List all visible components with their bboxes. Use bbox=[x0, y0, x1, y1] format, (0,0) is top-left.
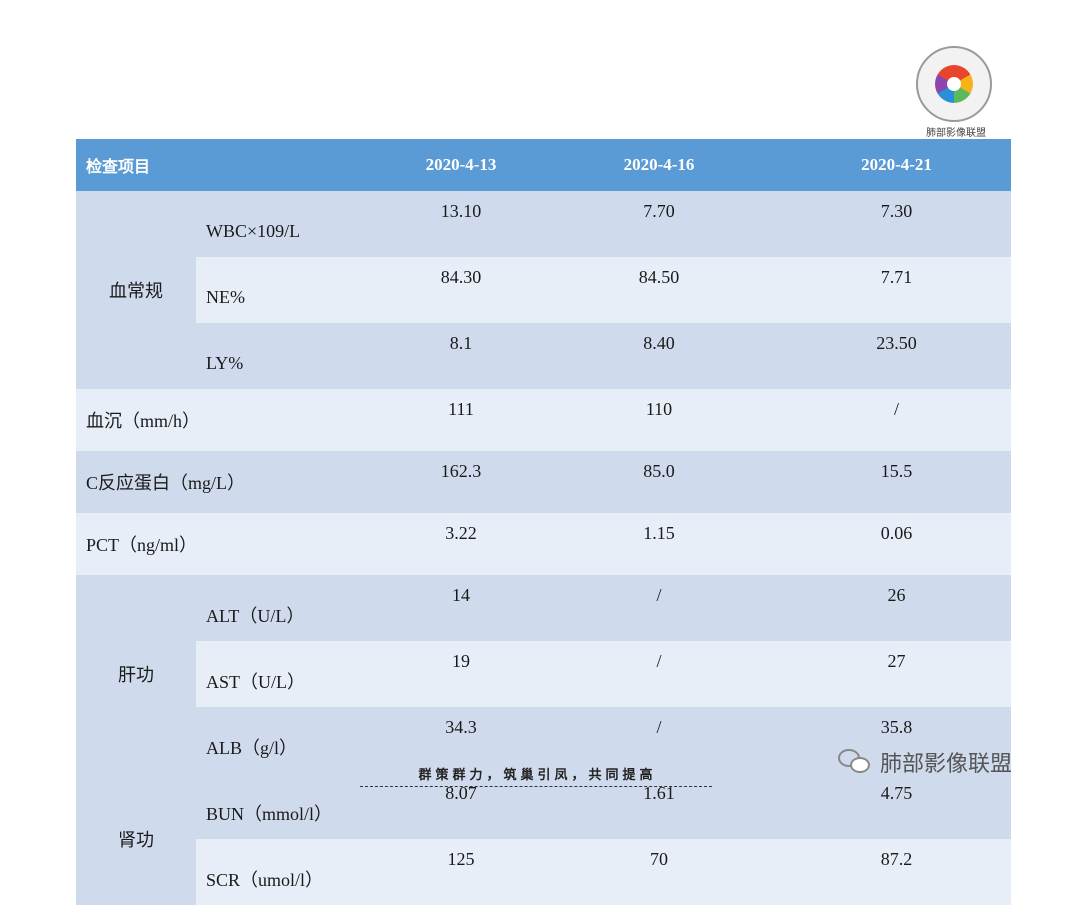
row-label: ALB（g/l） bbox=[196, 707, 387, 773]
cell: 14 bbox=[386, 575, 537, 641]
cell: 26 bbox=[782, 575, 1012, 641]
table-row: AST（U/L） 19 / 27 bbox=[76, 641, 1012, 707]
wechat-icon bbox=[838, 749, 872, 775]
row-label: PCT（ng/ml） bbox=[76, 513, 387, 575]
row-label: LY% bbox=[196, 323, 387, 389]
wechat-account-name: 肺部影像联盟 bbox=[880, 752, 1013, 777]
cell: 85.0 bbox=[536, 451, 783, 513]
row-label: ALT（U/L） bbox=[196, 575, 387, 641]
header-date-2: 2020-4-16 bbox=[536, 139, 783, 191]
cell: 70 bbox=[536, 839, 783, 905]
cell: 111 bbox=[386, 389, 537, 451]
cell: 4.75 bbox=[782, 773, 1012, 839]
header-item: 检查项目 bbox=[76, 139, 387, 191]
group-blood-routine: 血常规 bbox=[76, 191, 196, 389]
cell: 3.22 bbox=[386, 513, 537, 575]
footer-slogan: 群策群力，筑巢引凤，共同提高 bbox=[418, 768, 657, 783]
table-row: SCR（umol/l） 125 70 87.2 bbox=[76, 839, 1012, 905]
cell: 19 bbox=[386, 641, 537, 707]
table-row: 肝功 ALT（U/L） 14 / 26 bbox=[76, 575, 1012, 773]
group-kidney-function: 肾功 bbox=[76, 773, 196, 905]
row-label: C反应蛋白（mg/L） bbox=[76, 451, 387, 513]
row-label: WBC×109/L bbox=[196, 191, 387, 257]
cell: 1.15 bbox=[536, 513, 783, 575]
cell: 84.30 bbox=[386, 257, 537, 323]
cell: 13.10 bbox=[386, 191, 537, 257]
table-row: C反应蛋白（mg/L） 162.3 85.0 15.5 bbox=[76, 451, 1012, 513]
cell: / bbox=[536, 641, 783, 707]
table-row: PCT（ng/ml） 3.22 1.15 0.06 bbox=[76, 513, 1012, 575]
table-row: 血沉（mm/h） 111 110 / bbox=[76, 389, 1012, 451]
cell: 15.5 bbox=[782, 451, 1012, 513]
table-row: ALB（g/l） 34.3 / 35.8 bbox=[76, 707, 1012, 773]
cell: 34.3 bbox=[386, 707, 537, 773]
cell: / bbox=[536, 707, 783, 773]
wechat-watermark: 肺部影像联盟 bbox=[838, 746, 1012, 778]
cell: 7.70 bbox=[536, 191, 783, 257]
cell: 162.3 bbox=[386, 451, 537, 513]
cell: 23.50 bbox=[782, 323, 1012, 389]
alliance-logo bbox=[916, 46, 992, 122]
table-row: NE% 84.30 84.50 7.71 bbox=[76, 257, 1012, 323]
row-label: SCR（umol/l） bbox=[196, 839, 387, 905]
cell: 7.30 bbox=[782, 191, 1012, 257]
cell: / bbox=[536, 575, 783, 641]
group-liver-function: 肝功 bbox=[76, 575, 196, 773]
logo-caption: 肺部影像联盟 bbox=[926, 128, 986, 139]
cell: 27 bbox=[782, 641, 1012, 707]
cell: 125 bbox=[386, 839, 537, 905]
row-label: 血沉（mm/h） bbox=[76, 389, 387, 451]
cell: 8.40 bbox=[536, 323, 783, 389]
table-row: LY% 8.1 8.40 23.50 bbox=[76, 323, 1012, 389]
cell: / bbox=[782, 389, 1012, 451]
footer-divider bbox=[360, 786, 712, 787]
header-date-3: 2020-4-21 bbox=[782, 139, 1012, 191]
cell: 35.8 bbox=[782, 707, 1012, 773]
cell: 87.2 bbox=[782, 839, 1012, 905]
cell: 7.71 bbox=[782, 257, 1012, 323]
row-label: AST（U/L） bbox=[196, 641, 387, 707]
table-row: 血常规 WBC×109/L 13.10 7.70 7.30 bbox=[76, 191, 1012, 389]
cell: 0.06 bbox=[782, 513, 1012, 575]
cell: 110 bbox=[536, 389, 783, 451]
row-label: BUN（mmol/l） bbox=[196, 773, 387, 839]
cell: 84.50 bbox=[536, 257, 783, 323]
row-label: NE% bbox=[196, 257, 387, 323]
header-date-1: 2020-4-13 bbox=[386, 139, 537, 191]
lab-results-table: 检查项目 2020-4-13 2020-4-16 2020-4-21 血常规 W… bbox=[76, 139, 1012, 905]
cell: 8.1 bbox=[386, 323, 537, 389]
table-header-row: 检查项目 2020-4-13 2020-4-16 2020-4-21 bbox=[76, 139, 1012, 191]
